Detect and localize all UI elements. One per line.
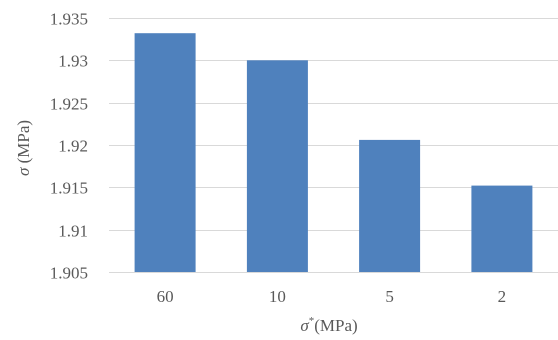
y-tick-label: 1.905 <box>50 264 88 283</box>
x-axis-title: σ*(MPa) <box>300 315 357 335</box>
y-tick-label: 1.915 <box>50 179 88 198</box>
y-tick-label: 1.91 <box>58 222 88 241</box>
bars <box>134 33 533 273</box>
bar <box>471 185 533 272</box>
y-axis-tick-labels: 1.905 1.91 1.915 1.92 1.925 1.93 1.935 <box>50 10 88 283</box>
y-tick-label: 1.93 <box>58 52 88 71</box>
x-tick-label: 10 <box>269 287 286 306</box>
bar <box>359 139 421 272</box>
bar <box>246 60 308 272</box>
y-tick-label: 1.935 <box>50 10 88 29</box>
x-tick-label: 5 <box>385 287 394 306</box>
x-tick-label: 60 <box>157 287 174 306</box>
bar <box>134 33 196 273</box>
y-tick-label: 1.925 <box>50 95 88 114</box>
y-axis-title: σ (MPa) <box>14 120 33 176</box>
y-tick-label: 1.92 <box>58 137 88 156</box>
x-axis-tick-labels: 60 10 5 2 <box>157 287 507 306</box>
x-tick-label: 2 <box>498 287 507 306</box>
